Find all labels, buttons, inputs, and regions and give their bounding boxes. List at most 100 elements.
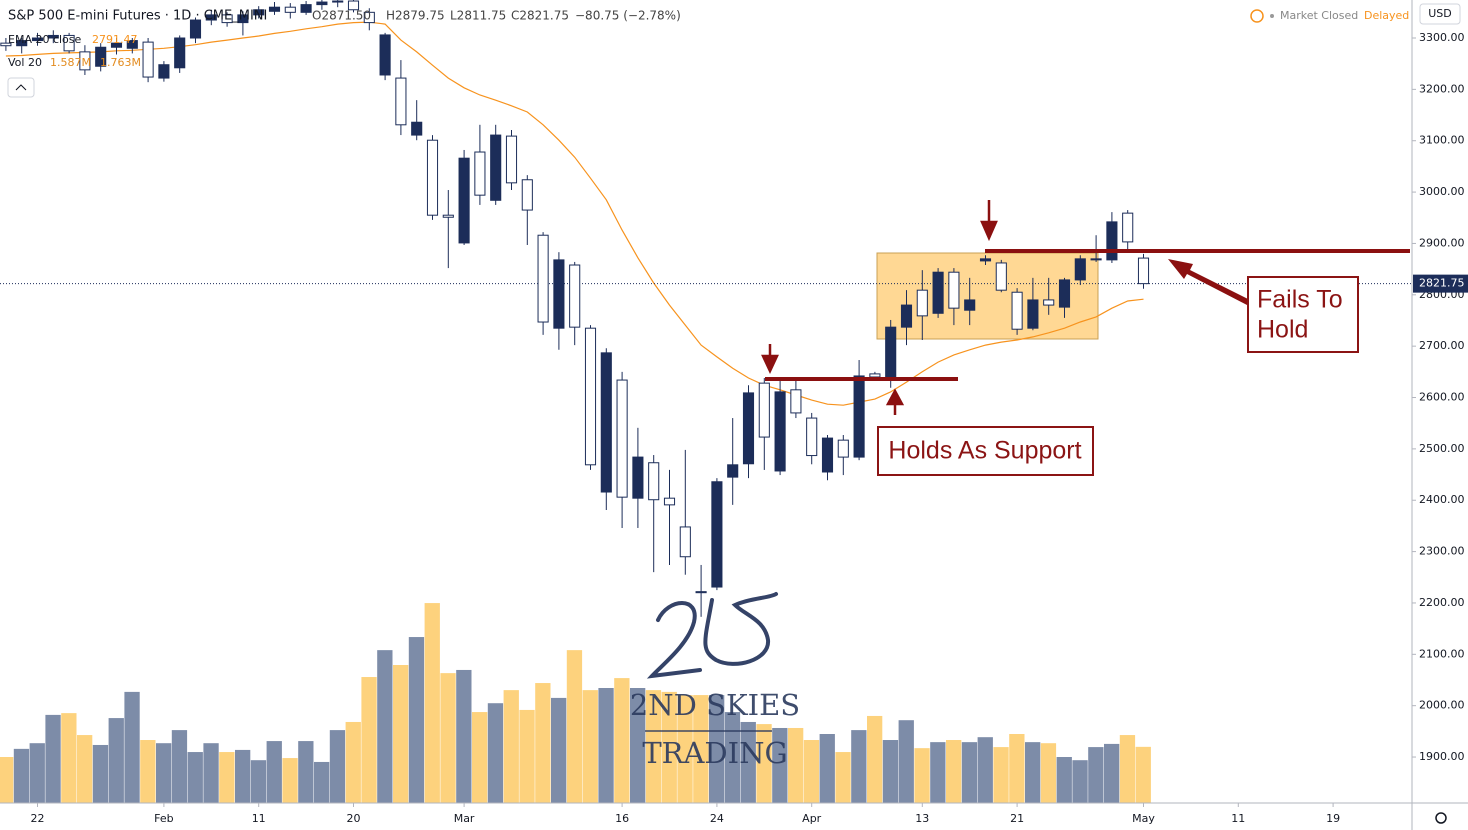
volume-bar	[77, 735, 93, 803]
candle-body	[474, 151, 486, 196]
candle-body	[110, 42, 123, 48]
candle-body	[458, 157, 470, 244]
y-tick-label: 2900.00	[1419, 236, 1465, 249]
candle-body	[0, 42, 12, 47]
legend: S&P 500 E-mini Futures · 1D · CME_MINI O…	[7, 3, 1461, 824]
status-dot	[1270, 14, 1274, 18]
candle-body	[679, 526, 691, 558]
volume-bar	[13, 748, 30, 803]
candle-body	[1074, 258, 1086, 281]
volume-bar	[867, 715, 883, 803]
volume-bar	[1056, 757, 1072, 803]
watermark-line1: 2ND SKIES	[630, 688, 800, 722]
x-tick-label: 11	[1231, 812, 1245, 825]
candle-body	[1090, 258, 1102, 261]
volume-bar	[187, 752, 203, 803]
candle-body	[790, 389, 802, 414]
y-tick-label: 1900.00	[1419, 750, 1465, 763]
candle-body	[774, 391, 786, 472]
y-tick-label: 2500.00	[1419, 442, 1465, 455]
y-tick-label: 2000.00	[1419, 699, 1465, 712]
ohlc-change: −80.75 (−2.78%)	[575, 9, 681, 23]
candle-body	[711, 481, 723, 588]
ohlc-low: L2811.75	[450, 9, 506, 23]
volume-bar	[693, 695, 709, 803]
volume-ma: 1.763M	[100, 56, 141, 69]
volume-bar	[377, 650, 393, 803]
candle-body	[31, 37, 44, 42]
y-tick-label: 3000.00	[1419, 185, 1465, 198]
candle-body	[221, 14, 233, 24]
settings-button[interactable]	[1435, 812, 1447, 824]
candle-body	[727, 464, 739, 478]
currency-button[interactable]	[1419, 3, 1461, 25]
currency: USD	[1428, 7, 1452, 20]
annotation-box	[1247, 276, 1359, 353]
annotation-fail: Fails To	[1257, 286, 1343, 314]
arrow-down	[980, 200, 998, 242]
annotations: Holds As Support Fails To Hold	[761, 200, 1410, 476]
volume-bar	[1009, 734, 1025, 803]
candle-body	[837, 439, 849, 458]
volume-bar	[1104, 743, 1120, 803]
ohlc-close: C2821.75	[511, 9, 569, 23]
volume-bar	[819, 734, 835, 803]
annotation-support: Holds As Support	[888, 437, 1081, 465]
last-price-box	[1413, 274, 1468, 293]
volume-bar	[582, 690, 598, 803]
volume-bar	[235, 749, 251, 803]
x-tick-label: 11	[252, 812, 266, 825]
volume-bar	[898, 720, 914, 803]
candle-body	[47, 34, 59, 39]
candle-body	[79, 51, 91, 71]
volume-bar	[345, 721, 361, 803]
volume-bar	[993, 747, 1009, 803]
collapse-button[interactable]	[7, 77, 35, 98]
candle-body	[995, 262, 1007, 291]
candle-body	[695, 591, 707, 594]
y-tick-label: 2600.00	[1419, 391, 1465, 404]
ohlc-high: H2879.75	[386, 9, 445, 23]
y-tick-label: 2100.00	[1419, 647, 1465, 660]
volume-bar	[882, 740, 899, 803]
candle-body	[237, 14, 249, 24]
feed-status: Delayed	[1364, 9, 1409, 22]
candle-body	[853, 375, 865, 458]
candle-body	[395, 77, 407, 126]
ohlc-open: O2871.50	[312, 9, 371, 23]
volume-bar	[535, 683, 551, 803]
watermark: 2ND SKIES TRADING	[630, 592, 800, 770]
volume-bar	[250, 760, 267, 803]
volume-bar	[219, 752, 235, 803]
volume-bar	[108, 718, 124, 803]
volume-bar	[456, 669, 472, 803]
volume-bar	[0, 757, 14, 803]
candle-body	[916, 289, 928, 317]
volume-bar	[124, 691, 140, 803]
volume-bar	[851, 730, 867, 803]
volume-bar	[424, 603, 440, 803]
axes: 1900.00 2000.00 2100.00 2200.00 2300.00 2400.…	[31, 31, 1468, 825]
candle-body	[979, 258, 992, 262]
volume-bar	[140, 740, 156, 803]
volume-bar	[519, 709, 535, 803]
y-tick-label: 2700.00	[1419, 339, 1465, 352]
volume-bar	[393, 665, 409, 803]
candle-body	[885, 326, 897, 381]
volume-bar	[677, 695, 693, 803]
candle-body	[948, 271, 960, 309]
arrow-up	[885, 388, 905, 415]
volume-bar	[772, 727, 788, 803]
volume-bar	[298, 741, 314, 803]
candle-body	[663, 497, 676, 506]
x-tick-label: 21	[1010, 812, 1024, 825]
candle-body	[521, 179, 533, 211]
collapse-icon	[15, 84, 27, 91]
candle-body	[632, 456, 644, 499]
watermark-line2: TRADING	[642, 736, 787, 770]
arrow-big	[1168, 259, 1250, 305]
ema-name: EMA 20 close	[8, 33, 82, 46]
status-icon	[1250, 9, 1264, 23]
volume-bar	[61, 713, 77, 803]
volume-bar	[503, 690, 519, 803]
